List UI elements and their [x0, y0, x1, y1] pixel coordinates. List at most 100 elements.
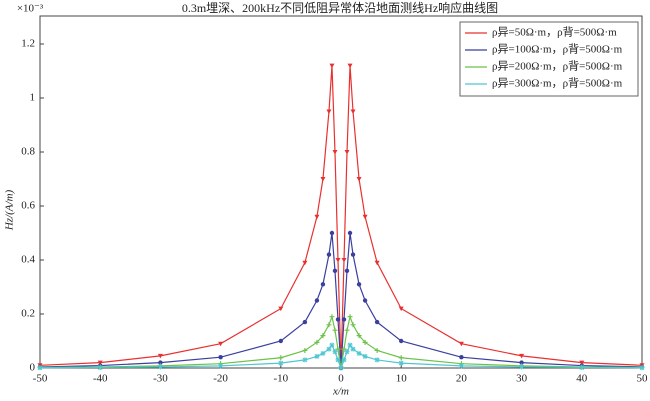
marker	[344, 268, 350, 273]
marker	[326, 109, 332, 114]
marker	[362, 353, 368, 359]
legend-label: ρ异=50Ω·m，ρ背=500Ω·m	[492, 25, 617, 39]
marker	[332, 268, 338, 273]
x-tick-label: 0	[338, 373, 344, 385]
legend-label: ρ异=100Ω·m，ρ背=500Ω·m	[492, 42, 623, 56]
marker	[335, 317, 341, 322]
y-tick-label: 1	[30, 92, 36, 104]
marker	[335, 258, 341, 263]
marker	[97, 364, 103, 370]
x-tick-label: 50	[637, 373, 649, 385]
marker	[362, 214, 368, 220]
marker	[320, 333, 326, 339]
marker	[350, 109, 356, 114]
marker	[278, 355, 284, 361]
y-tick-label: 0.4	[21, 254, 35, 266]
marker	[332, 327, 338, 333]
marker	[329, 342, 335, 348]
marker	[37, 365, 43, 371]
marker	[398, 306, 404, 312]
marker	[329, 230, 335, 236]
marker	[347, 230, 353, 236]
marker	[519, 353, 525, 359]
marker	[356, 350, 362, 356]
marker	[314, 339, 320, 345]
y-tick-label: 0.8	[21, 146, 35, 158]
marker	[356, 282, 362, 287]
legend-item: ρ异=100Ω·m，ρ背=500Ω·m	[465, 42, 623, 56]
x-tick-label: 30	[516, 373, 528, 385]
marker	[374, 260, 380, 266]
x-tick-label: 20	[456, 373, 468, 385]
marker	[579, 360, 585, 366]
marker	[302, 357, 308, 363]
y-tick-label: 1.2	[21, 38, 35, 50]
marker	[341, 317, 347, 322]
y-tick-label: 0.6	[21, 200, 35, 212]
marker	[356, 177, 362, 182]
series	[37, 63, 645, 371]
x-tick-label: 10	[396, 373, 408, 385]
marker	[320, 350, 326, 356]
marker	[398, 355, 404, 361]
marker	[458, 341, 464, 347]
legend-item: ρ异=300Ω·m，ρ背=500Ω·m	[465, 76, 623, 90]
marker	[332, 150, 338, 155]
marker	[350, 346, 356, 352]
marker	[218, 341, 224, 347]
marker	[341, 258, 347, 263]
marker	[335, 357, 341, 363]
marker	[97, 360, 103, 366]
marker	[344, 327, 350, 333]
legend-item: ρ异=200Ω·m，ρ背=500Ω·m	[465, 59, 623, 73]
marker	[320, 177, 326, 182]
y-axis-label: Hz/(A/m)	[4, 190, 16, 232]
marker	[218, 363, 224, 369]
marker	[218, 355, 223, 360]
marker	[350, 252, 356, 257]
marker	[458, 363, 464, 369]
marker	[320, 282, 326, 287]
marker	[158, 360, 163, 365]
marker	[157, 364, 163, 370]
marker	[329, 314, 335, 320]
x-tick-label: 40	[576, 373, 588, 385]
legend-label: ρ异=200Ω·m，ρ背=500Ω·m	[492, 59, 623, 73]
marker	[341, 357, 347, 363]
marker	[356, 333, 362, 339]
marker	[347, 342, 353, 348]
marker	[329, 63, 335, 69]
legend-item: ρ异=50Ω·m，ρ背=500Ω·m	[465, 25, 617, 39]
marker	[374, 347, 380, 353]
marker	[341, 346, 347, 352]
y-multiplier: ×10⁻³	[17, 3, 44, 15]
marker	[362, 298, 368, 303]
marker	[326, 322, 332, 328]
marker	[639, 365, 645, 371]
x-tick-label: -50	[33, 373, 48, 385]
line	[39, 65, 643, 369]
marker	[519, 364, 525, 370]
marker	[314, 298, 320, 303]
legend-label: ρ异=300Ω·m，ρ背=500Ω·m	[492, 76, 623, 90]
marker	[314, 353, 320, 359]
marker	[350, 322, 356, 328]
x-tick-label: -10	[273, 373, 288, 385]
marker	[347, 63, 353, 69]
marker	[374, 357, 380, 363]
marker	[326, 252, 332, 257]
y-tick-label: 0	[30, 362, 36, 374]
legend-box	[459, 21, 639, 97]
marker	[459, 355, 464, 360]
x-axis-label: x/m	[332, 386, 349, 398]
x-tick-label: -20	[213, 373, 228, 385]
marker	[344, 150, 350, 155]
marker	[519, 360, 524, 365]
marker	[332, 349, 338, 355]
marker	[302, 260, 308, 266]
marker	[302, 347, 308, 353]
marker	[374, 319, 380, 325]
marker	[335, 346, 341, 352]
marker	[278, 360, 284, 366]
